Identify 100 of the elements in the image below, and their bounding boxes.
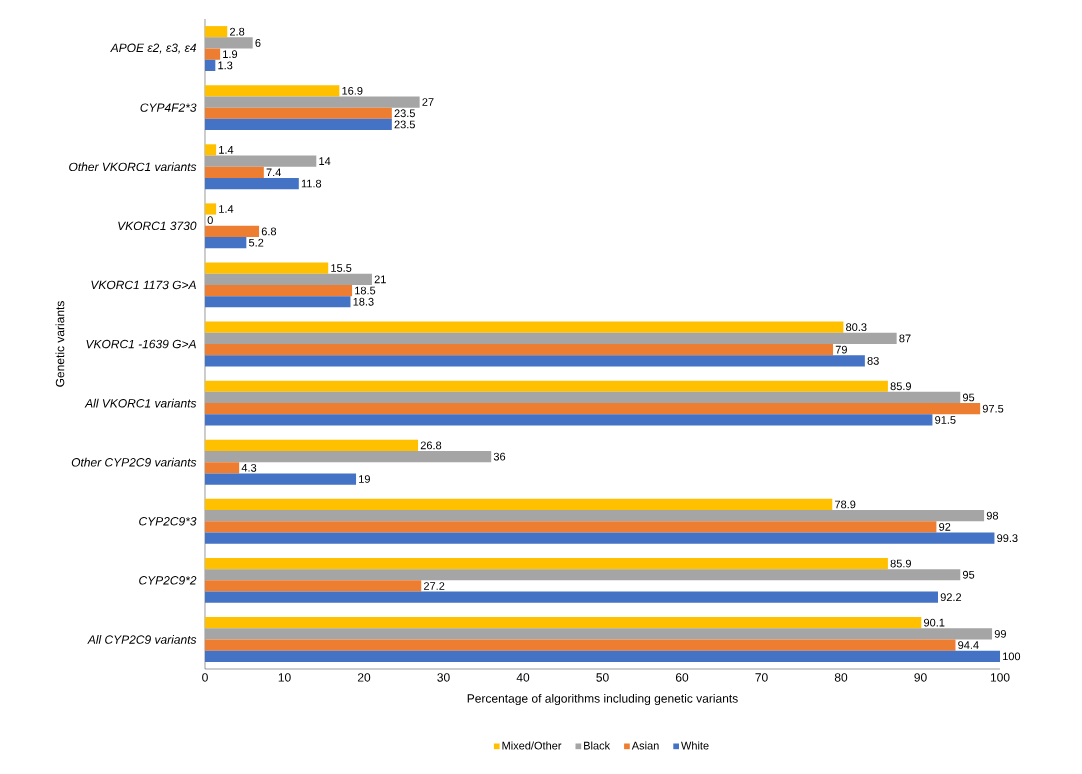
x-tick-label: 0 xyxy=(202,673,208,682)
data-label: 85.9 xyxy=(890,382,911,391)
bar xyxy=(205,85,340,97)
bar xyxy=(205,118,392,131)
data-label: 6 xyxy=(255,39,261,47)
bar xyxy=(205,650,1001,662)
bar xyxy=(205,557,888,570)
bar xyxy=(205,59,216,71)
y-tick-label: APOE ε2, ε3, ε4 xyxy=(110,43,197,54)
data-label: 4.3 xyxy=(241,463,257,472)
bar xyxy=(205,237,247,249)
bar xyxy=(205,521,937,533)
y-tick-label: CYP2C9*2 xyxy=(139,576,197,585)
bar xyxy=(205,639,956,651)
data-label: 11.8 xyxy=(301,179,322,188)
bar xyxy=(205,107,392,119)
bar xyxy=(205,225,260,238)
data-label: 95 xyxy=(962,570,975,579)
data-label: 97.5 xyxy=(982,404,1004,413)
bar xyxy=(205,262,329,274)
data-label: 18.3 xyxy=(353,297,374,306)
bar xyxy=(205,26,228,38)
data-label: 1.9 xyxy=(223,50,238,59)
bar xyxy=(205,473,357,485)
data-label: 83 xyxy=(867,356,879,365)
data-label: 78.9 xyxy=(835,500,856,509)
x-tick-label: 80 xyxy=(834,673,848,682)
x-tick-label: 70 xyxy=(755,673,768,682)
bar xyxy=(205,273,372,285)
data-label: 7.4 xyxy=(266,168,281,177)
bar xyxy=(205,203,217,215)
data-label: 21 xyxy=(374,275,386,284)
legend-label: Black xyxy=(584,741,611,750)
data-label: 1.3 xyxy=(218,61,233,70)
bar xyxy=(205,391,961,404)
bar xyxy=(205,462,240,474)
data-label: 0 xyxy=(207,216,213,225)
bar xyxy=(205,37,253,49)
data-label: 1.4 xyxy=(219,146,234,154)
legend-label: Asian xyxy=(631,741,659,750)
data-label: 87 xyxy=(899,334,911,343)
data-label: 27 xyxy=(422,98,434,106)
bar xyxy=(205,580,422,592)
bar xyxy=(205,332,897,344)
data-label: 27.2 xyxy=(423,582,445,590)
data-label: 5.2 xyxy=(248,238,264,247)
bar xyxy=(205,450,492,463)
bar xyxy=(205,321,844,333)
x-tick-label: 60 xyxy=(675,673,689,682)
bar xyxy=(205,532,995,544)
data-label: 91.5 xyxy=(935,416,956,424)
y-tick-label: Other CYP2C9 variants xyxy=(71,457,197,467)
bar xyxy=(205,284,353,297)
bar xyxy=(205,380,888,392)
y-tick-label: Other VKORC1 variants xyxy=(69,162,197,172)
bar xyxy=(205,439,419,451)
data-label: 1.4 xyxy=(219,205,234,213)
x-tick-label: 100 xyxy=(990,673,1010,682)
bar xyxy=(205,355,865,367)
data-label: 99.3 xyxy=(997,534,1018,543)
bar xyxy=(205,48,221,60)
data-label: 79 xyxy=(835,345,847,354)
data-label: 18.5 xyxy=(355,286,376,295)
data-label: 19 xyxy=(359,475,370,483)
data-label: 2.8 xyxy=(230,27,245,36)
x-tick-label: 90 xyxy=(914,673,927,682)
y-tick-label: VKORC1 3730 xyxy=(118,221,197,231)
y-tick-label: VKORC1 -1639 G>A xyxy=(86,339,196,349)
data-label: 6.8 xyxy=(261,227,277,236)
data-label: 23.5 xyxy=(394,109,415,118)
bar xyxy=(205,498,833,511)
x-tick-label: 50 xyxy=(596,673,609,682)
bar xyxy=(205,403,981,415)
y-axis-title: Genetic variants xyxy=(55,301,65,387)
x-tick-label: 30 xyxy=(437,673,450,682)
y-tick-label: VKORC1 1173 G>A xyxy=(91,280,196,290)
legend-label: Mixed/Other xyxy=(502,741,562,750)
bar xyxy=(205,414,933,426)
bar xyxy=(205,628,993,640)
legend-label: White xyxy=(681,741,709,750)
data-label: 26.8 xyxy=(420,441,442,450)
data-label: 92.2 xyxy=(940,593,962,602)
bar xyxy=(205,344,834,356)
data-label: 90.1 xyxy=(924,618,945,627)
data-label: 15.5 xyxy=(331,264,352,272)
y-tick-label: All VKORC1 variants xyxy=(84,398,197,408)
data-label: 98 xyxy=(986,511,999,520)
data-label: 95 xyxy=(962,393,975,402)
data-label: 80.3 xyxy=(846,323,867,332)
x-tick-label: 20 xyxy=(357,673,371,682)
data-label: 100 xyxy=(1003,652,1021,661)
bar xyxy=(205,144,217,156)
data-label: 85.9 xyxy=(890,559,911,568)
bar xyxy=(205,177,299,190)
y-tick-label: CYP4F2*3 xyxy=(140,103,197,112)
y-tick-label: CYP2C9*3 xyxy=(139,517,197,526)
x-axis-title: Percentage of algorithms including genetic variants xyxy=(467,693,738,706)
bar xyxy=(205,96,420,108)
bar xyxy=(205,166,264,178)
data-label: 23.5 xyxy=(394,120,415,129)
